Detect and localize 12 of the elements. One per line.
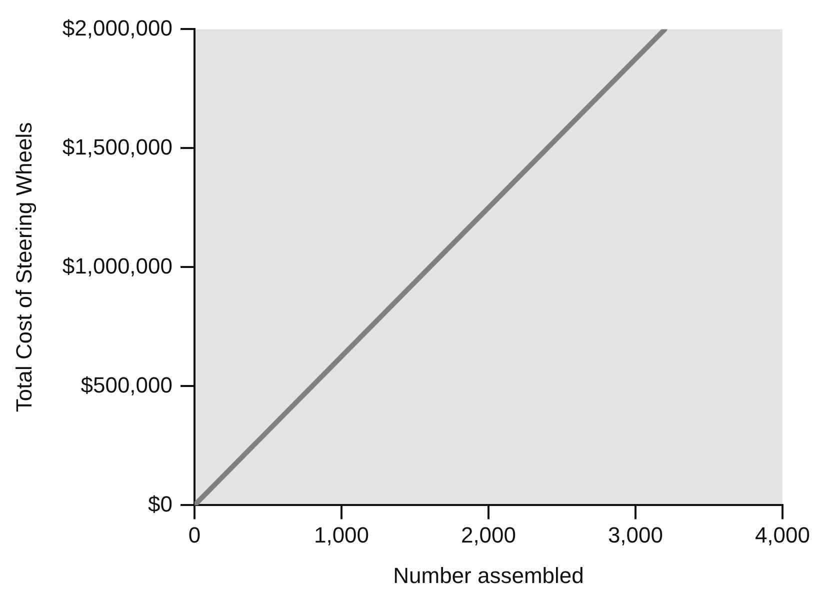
y-tick-label: $1,500,000 <box>62 134 173 160</box>
x-tick-label: 3,000 <box>608 522 664 548</box>
y-tick-label: $1,000,000 <box>62 253 173 278</box>
y-tick-label: $500,000 <box>80 372 173 398</box>
x-tick-label: 2,000 <box>460 522 516 548</box>
x-axis-title: Number assembled <box>393 562 584 588</box>
y-tick-label: $0 <box>148 491 173 516</box>
x-tick-label: 4,000 <box>754 522 810 548</box>
x-tick-label: 0 <box>188 522 201 548</box>
y-tick-label: $2,000,000 <box>62 15 173 40</box>
x-tick-label: 1,000 <box>314 522 370 548</box>
y-axis-title: Total Cost of Steering Wheels <box>11 122 36 412</box>
